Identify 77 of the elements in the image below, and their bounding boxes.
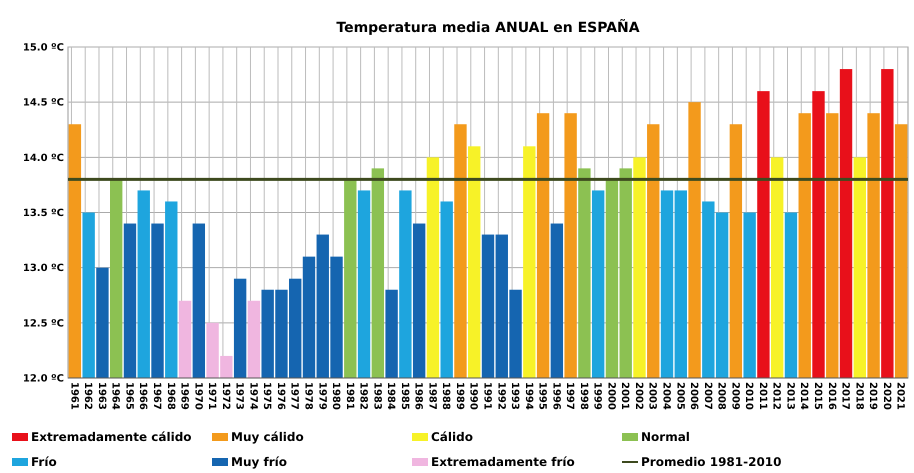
- x-tick-label: 1974: [247, 382, 258, 410]
- x-tick-label: 1995: [536, 382, 548, 410]
- x-tick-label: 1972: [220, 382, 231, 410]
- y-tick-label: 15.0 ºC: [22, 42, 64, 54]
- x-tick-label: 1986: [412, 382, 424, 410]
- x-tick-label: 2000: [605, 382, 616, 410]
- x-tick-label: 1981: [344, 382, 355, 410]
- x-tick-label: 2012: [770, 382, 782, 410]
- legend-label: Promedio 1981-2010: [641, 455, 782, 470]
- x-tick-label: 1994: [522, 382, 534, 410]
- legend-label: Muy cálido: [231, 430, 304, 444]
- x-tick-label: 2019: [867, 382, 878, 410]
- x-tick-label: 1990: [468, 382, 479, 410]
- x-tick-label: 1989: [454, 382, 465, 410]
- x-tick-label: 2014: [798, 382, 810, 410]
- x-tick-label: 2018: [853, 382, 864, 410]
- x-tick-label: 1979: [316, 382, 328, 410]
- x-tick-label: 1970: [192, 382, 204, 410]
- x-tick-label: 1983: [371, 382, 382, 410]
- x-tick-label: 1980: [330, 382, 342, 410]
- x-tick-label: 1973: [234, 382, 245, 410]
- legend-label: Cálido: [431, 430, 473, 444]
- x-tick-label: 1985: [398, 382, 410, 410]
- x-tick-label: 1961: [68, 382, 80, 410]
- y-tick-label: 13.0 ºC: [22, 263, 64, 274]
- x-tick-label: 1975: [261, 382, 272, 410]
- x-tick-label: 2020: [880, 382, 892, 410]
- x-tick-label: 1984: [385, 382, 396, 410]
- x-tick-label: 1997: [564, 382, 576, 410]
- x-tick-label: 1999: [592, 382, 603, 410]
- x-tick-label: 2006: [688, 382, 700, 410]
- x-tick-label: 1964: [110, 382, 121, 410]
- x-tick-label: 2009: [729, 382, 740, 410]
- x-tick-label: 1976: [274, 382, 286, 410]
- y-tick-label: 12.5 ºC: [22, 318, 64, 330]
- x-tick-label: 1992: [495, 382, 506, 410]
- x-tick-label: 2011: [756, 382, 768, 410]
- x-tick-label: 1996: [550, 382, 562, 410]
- x-tick-label: 1965: [123, 382, 134, 410]
- x-tick-label: 2021: [894, 382, 906, 410]
- x-tick-label: 1998: [578, 382, 589, 410]
- x-tick-label: 2004: [660, 382, 672, 410]
- x-tick-label: 2002: [632, 382, 644, 410]
- x-tick-label: 1987: [426, 382, 438, 410]
- legend-label: Frío: [31, 455, 57, 470]
- x-tick-label: 1982: [358, 382, 369, 410]
- x-tick-label: 2003: [646, 382, 658, 410]
- y-tick-label: 14.0 ºC: [22, 152, 64, 164]
- x-tick-label: 1966: [137, 382, 148, 410]
- x-tick-label: 1978: [302, 382, 314, 410]
- x-tick-label: 2008: [716, 382, 727, 410]
- x-tick-label: 2005: [674, 382, 686, 410]
- x-tick-label: 2013: [784, 382, 796, 410]
- x-tick-label: 2015: [812, 382, 823, 410]
- x-tick-label: 2016: [826, 382, 837, 410]
- legend-label: Extremadamente frío: [431, 455, 575, 470]
- x-tick-label: 1962: [82, 382, 94, 410]
- x-tick-label: 1971: [206, 382, 218, 410]
- x-tick-label: 1988: [440, 382, 452, 410]
- x-tick-label: 1977: [288, 382, 300, 410]
- x-tick-label: 1967: [151, 382, 162, 410]
- legend-label: Normal: [641, 430, 690, 444]
- legend-label: Muy frío: [231, 455, 287, 470]
- y-tick-label: 12.0 ºC: [22, 374, 64, 384]
- legend-label: Extremadamente cálido: [31, 430, 192, 444]
- y-tick-label: 14.5 ºC: [22, 98, 64, 109]
- x-tick-label: 1968: [164, 382, 176, 410]
- x-tick-label: 2001: [619, 382, 630, 410]
- x-tick-label: 1969: [178, 382, 190, 410]
- chart-title: Temperatura media ANUAL en ESPAÑA: [336, 19, 640, 36]
- x-tick-label: 1991: [482, 382, 492, 410]
- y-tick-label: 13.5 ºC: [22, 208, 64, 219]
- x-tick-label: 1963: [96, 382, 107, 410]
- x-tick-label: 2007: [702, 382, 713, 410]
- x-tick-label: 2010: [743, 382, 754, 410]
- x-tick-label: 1993: [509, 382, 520, 410]
- x-tick-label: 2017: [840, 382, 851, 410]
